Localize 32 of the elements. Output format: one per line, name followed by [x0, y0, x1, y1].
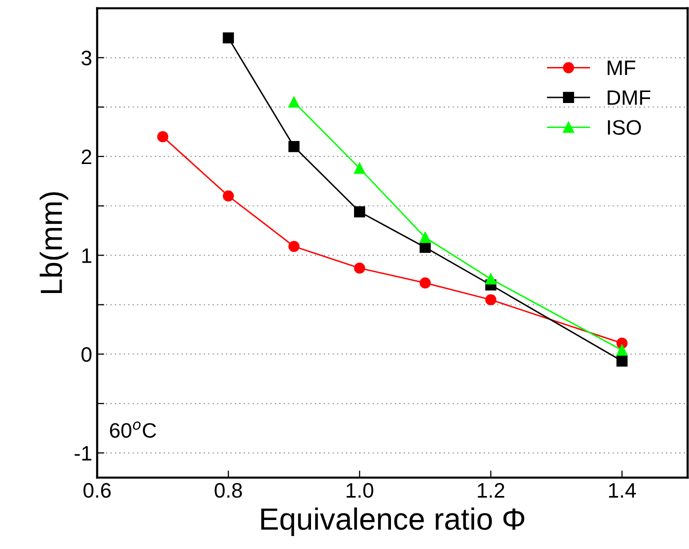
x-tick-label: 0.6	[83, 483, 111, 498]
point	[157, 131, 168, 142]
point	[420, 277, 431, 289]
point	[420, 242, 431, 253]
point	[485, 294, 496, 306]
point	[222, 190, 234, 202]
y-tick-label: 2	[82, 149, 92, 164]
annotation: 60$^{o}$C	[110, 421, 156, 438]
x-tick-label: 0.8	[214, 483, 242, 498]
point	[222, 32, 234, 44]
point	[354, 162, 366, 174]
legend-label: MF	[608, 60, 636, 75]
y-tick-label: 0	[82, 347, 92, 362]
x-tick-label: 1.4	[609, 483, 636, 498]
y-tick-label: -1	[74, 446, 92, 460]
point	[616, 344, 628, 356]
point	[288, 96, 300, 108]
y-tick-label: 1	[82, 248, 92, 263]
x-tick-label: 1.2	[478, 483, 504, 498]
point	[354, 262, 366, 274]
y-axis-title: Lb(mm)	[40, 192, 68, 294]
point	[420, 232, 431, 244]
x-axis-title: Equivalence ratio Φ	[261, 507, 524, 536]
point	[616, 355, 628, 367]
point	[288, 141, 300, 152]
x-tick-label: 1.0	[346, 483, 374, 498]
point	[354, 206, 366, 218]
point	[288, 240, 300, 252]
y-tick-label: 3	[81, 50, 92, 66]
legend-label: DMF	[608, 90, 650, 105]
legend-label: ISO	[608, 120, 641, 135]
point	[485, 273, 496, 285]
